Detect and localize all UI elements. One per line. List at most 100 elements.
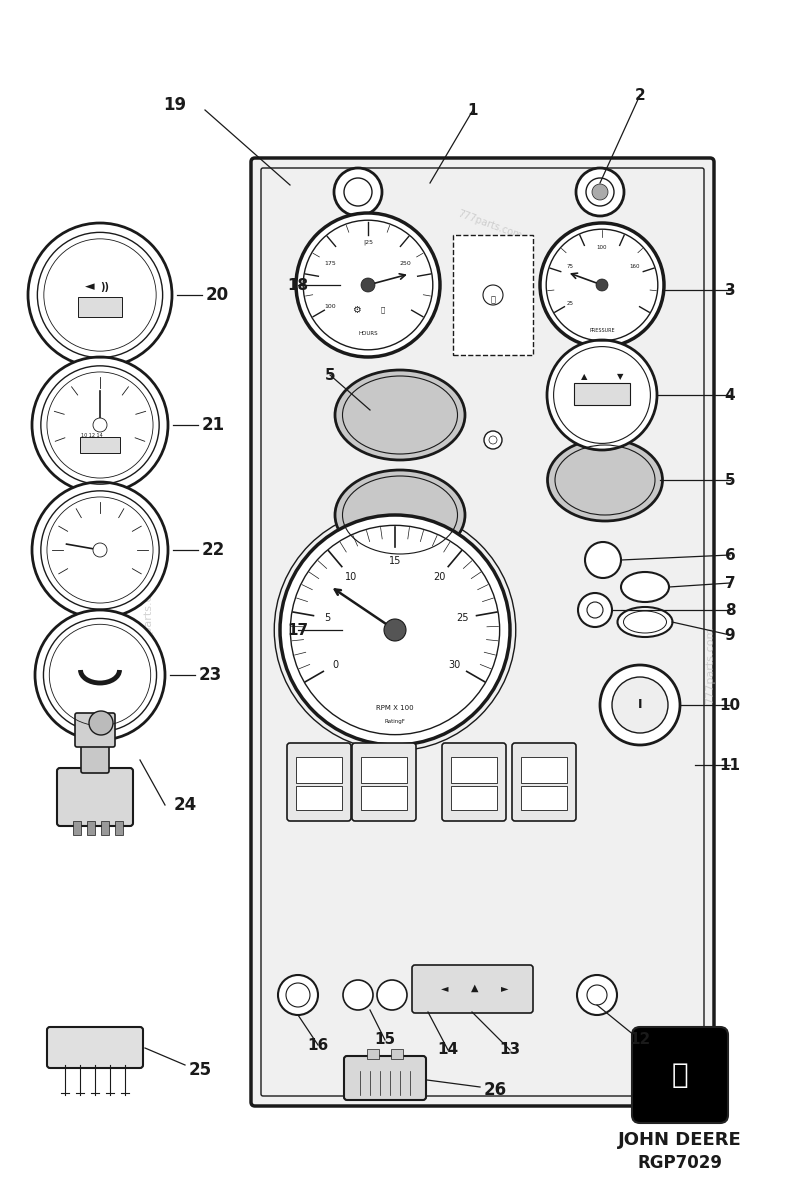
Bar xyxy=(391,1049,403,1059)
Circle shape xyxy=(577,975,617,1015)
Text: 14: 14 xyxy=(438,1042,458,1058)
Text: 9: 9 xyxy=(725,627,735,643)
Circle shape xyxy=(93,418,107,433)
Text: 8: 8 xyxy=(725,602,735,618)
Text: 17: 17 xyxy=(287,623,309,637)
Text: 75: 75 xyxy=(566,264,574,269)
Bar xyxy=(78,298,122,317)
FancyBboxPatch shape xyxy=(57,768,133,826)
Bar xyxy=(73,821,81,835)
Text: 15: 15 xyxy=(389,556,401,566)
Bar xyxy=(451,756,497,783)
Text: 7: 7 xyxy=(725,576,735,590)
Bar xyxy=(521,786,567,810)
FancyBboxPatch shape xyxy=(47,1027,143,1068)
Circle shape xyxy=(578,593,612,627)
Text: 25: 25 xyxy=(189,1061,211,1079)
Text: 5: 5 xyxy=(325,368,335,382)
FancyBboxPatch shape xyxy=(81,741,109,773)
Circle shape xyxy=(547,341,657,451)
Text: ▲: ▲ xyxy=(471,983,478,993)
Text: 🔋: 🔋 xyxy=(381,307,385,313)
Circle shape xyxy=(484,431,502,449)
Circle shape xyxy=(32,482,168,618)
Text: ◄: ◄ xyxy=(85,281,95,294)
Text: 10: 10 xyxy=(719,698,741,712)
Circle shape xyxy=(343,980,373,1010)
Circle shape xyxy=(483,284,503,305)
Text: 3: 3 xyxy=(725,282,735,298)
Text: 175: 175 xyxy=(325,261,337,266)
Text: 22: 22 xyxy=(202,541,225,559)
FancyBboxPatch shape xyxy=(75,713,115,747)
Text: RPM X 100: RPM X 100 xyxy=(376,705,414,711)
Text: 🔑: 🔑 xyxy=(490,295,495,305)
Text: 777parts.com: 777parts.com xyxy=(457,209,523,241)
Text: Ⅰ: Ⅰ xyxy=(638,699,642,711)
Circle shape xyxy=(377,980,407,1010)
Ellipse shape xyxy=(621,572,669,602)
Text: 160: 160 xyxy=(629,264,639,269)
Bar xyxy=(80,437,120,453)
Text: 1: 1 xyxy=(468,103,478,117)
Text: 10 12 14: 10 12 14 xyxy=(81,433,103,437)
Text: 777parts.com: 777parts.com xyxy=(705,626,715,704)
Text: 5: 5 xyxy=(725,472,735,488)
Text: ►: ► xyxy=(502,983,509,993)
Circle shape xyxy=(596,278,608,292)
Circle shape xyxy=(93,543,107,557)
Bar xyxy=(521,756,567,783)
Text: 24: 24 xyxy=(174,796,197,814)
Bar xyxy=(296,756,342,783)
Bar xyxy=(361,756,407,783)
Text: 0: 0 xyxy=(332,660,338,669)
Bar xyxy=(115,821,123,835)
Circle shape xyxy=(89,711,113,735)
Text: 4: 4 xyxy=(725,387,735,403)
Circle shape xyxy=(585,543,621,578)
FancyBboxPatch shape xyxy=(251,158,714,1107)
FancyBboxPatch shape xyxy=(352,743,416,821)
Circle shape xyxy=(334,168,382,216)
Text: 26: 26 xyxy=(483,1081,506,1099)
Bar xyxy=(361,786,407,810)
Text: 21: 21 xyxy=(202,416,225,434)
FancyBboxPatch shape xyxy=(344,1056,426,1101)
Text: 6: 6 xyxy=(725,547,735,563)
Text: PRESSURE: PRESSURE xyxy=(589,327,615,332)
Ellipse shape xyxy=(335,370,465,460)
Text: 🦌: 🦌 xyxy=(672,1061,688,1089)
Text: 30: 30 xyxy=(449,660,461,669)
Text: 23: 23 xyxy=(198,666,222,684)
Text: 100: 100 xyxy=(325,304,337,310)
Text: RGP7029: RGP7029 xyxy=(638,1154,722,1172)
Text: 10: 10 xyxy=(345,572,357,582)
Circle shape xyxy=(384,619,406,641)
Bar xyxy=(101,821,109,835)
Circle shape xyxy=(600,664,680,744)
Circle shape xyxy=(280,515,510,744)
Text: HOURS: HOURS xyxy=(358,331,378,336)
Circle shape xyxy=(28,223,172,367)
Text: 25: 25 xyxy=(566,301,574,306)
Text: )): )) xyxy=(101,282,110,292)
Text: 25: 25 xyxy=(457,613,470,623)
Text: ◄: ◄ xyxy=(442,983,449,993)
Text: 16: 16 xyxy=(307,1037,329,1053)
Text: 19: 19 xyxy=(163,96,186,114)
Bar xyxy=(451,786,497,810)
Text: RatingF: RatingF xyxy=(385,719,406,724)
Ellipse shape xyxy=(618,607,673,637)
Text: 18: 18 xyxy=(287,277,309,293)
Text: 250: 250 xyxy=(399,261,411,266)
Text: |25: |25 xyxy=(363,239,373,245)
Text: 2: 2 xyxy=(634,87,646,103)
Bar xyxy=(367,1049,379,1059)
Text: ⚙: ⚙ xyxy=(352,305,360,315)
Circle shape xyxy=(32,357,168,494)
Ellipse shape xyxy=(547,439,662,521)
FancyBboxPatch shape xyxy=(442,743,506,821)
Bar xyxy=(296,786,342,810)
Bar xyxy=(87,821,95,835)
Circle shape xyxy=(296,213,440,357)
